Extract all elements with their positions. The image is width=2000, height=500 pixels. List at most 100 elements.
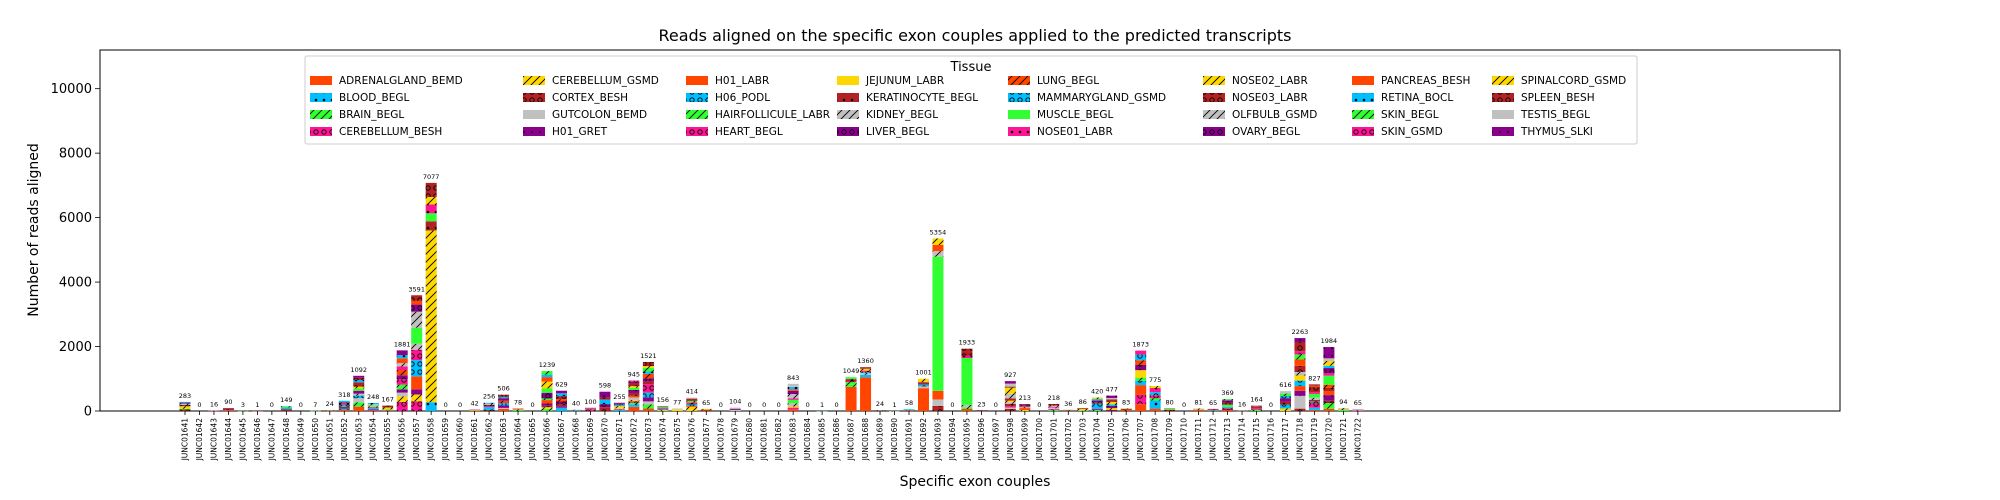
legend-swatch	[837, 93, 859, 102]
x-tick-label: JUNC01698	[1006, 418, 1015, 462]
legend-label: CEREBELLUM_BESH	[339, 126, 442, 138]
bar-segment	[642, 404, 654, 409]
bar-stack	[411, 295, 423, 411]
bar-segment	[280, 409, 292, 411]
bar-segment	[1308, 392, 1320, 394]
x-tick-label: JUNC01672	[629, 418, 638, 462]
x-tick-label: JUNC01703	[1078, 418, 1087, 462]
bar-segment	[353, 402, 365, 407]
bar-segment	[599, 391, 611, 398]
x-tick-label: JUNC01660	[456, 418, 465, 462]
bar-segment	[1222, 407, 1234, 409]
bar-segment	[961, 357, 973, 405]
bar-segment	[179, 402, 191, 404]
bar-total-label: 80	[1165, 398, 1173, 406]
bar-stack	[1323, 347, 1335, 411]
bar-segment	[367, 403, 379, 405]
bar-segment	[686, 406, 698, 411]
bar-segment	[642, 401, 654, 405]
bar-segment	[411, 389, 423, 395]
x-tick-label: JUNC01697	[991, 418, 1000, 462]
legend-label: SKIN_GSMD	[1381, 126, 1443, 138]
y-tick-label: 0	[84, 405, 92, 420]
bar-stack	[179, 401, 191, 411]
bar-stack	[845, 377, 857, 411]
bar-segment	[932, 244, 944, 252]
bar-segment	[1164, 409, 1176, 411]
bar-segment	[1207, 410, 1219, 411]
bar-segment	[1019, 407, 1031, 409]
legend-item: MAMMARYGLAND_GSMD	[1008, 92, 1166, 104]
bar-segment	[860, 374, 872, 378]
bar-segment	[179, 406, 191, 409]
bar-segment	[1323, 373, 1335, 376]
bar-segment	[1135, 370, 1147, 378]
x-tick-label: JUNC01644	[224, 418, 233, 462]
bar-segment	[555, 390, 567, 394]
bar-total-label: 24	[326, 400, 334, 408]
legend-box	[304, 55, 1638, 145]
bar-total-label: 36	[1064, 400, 1072, 408]
bar-stack	[599, 391, 611, 411]
legend-title: Tissue	[950, 60, 992, 75]
x-tick-label: JUNC01675	[673, 418, 682, 462]
bar-segment	[1019, 404, 1031, 406]
bar-total-label: 7	[313, 401, 317, 409]
bar-total-label: 1	[892, 401, 896, 409]
legend-label: KIDNEY_BEGL	[866, 109, 938, 121]
bar-segment	[1222, 399, 1234, 401]
bar-segment	[1048, 410, 1060, 411]
legend-label: PANCREAS_BESH	[1381, 75, 1470, 87]
bar-segment	[642, 381, 654, 385]
bar-segment	[642, 408, 654, 411]
bar-total-label: 149	[280, 396, 292, 404]
bar-stack	[1106, 395, 1118, 411]
bar-segment	[729, 409, 741, 411]
bar-segment	[686, 400, 698, 403]
bar-stack	[628, 380, 640, 411]
bar-segment	[1308, 402, 1320, 404]
bar-stack	[222, 408, 234, 411]
legend-item: HAIRFOLLICULE_LABR	[686, 109, 830, 121]
bar-segment	[411, 327, 423, 344]
x-tick-label: JUNC01685	[818, 418, 827, 462]
bar-total-label: 0	[530, 401, 534, 409]
legend-item: HEART_BEGL	[686, 126, 783, 138]
bar-segment	[1106, 408, 1118, 410]
bar-segment	[498, 405, 510, 408]
bar-stack	[353, 375, 365, 411]
bar-segment	[903, 410, 915, 411]
bar-segment	[541, 371, 553, 375]
legend-item: SKIN_GSMD	[1352, 126, 1443, 138]
bar-segment	[1106, 399, 1118, 402]
legend-label: H06_PODL	[715, 92, 770, 104]
bar-segment	[1294, 386, 1306, 391]
bar-segment	[628, 386, 640, 388]
bar-segment	[787, 383, 799, 387]
legend-swatch	[1492, 76, 1514, 85]
legend-item: SKIN_BEGL	[1352, 109, 1439, 121]
x-tick-label: JUNC01701	[1049, 418, 1058, 462]
bar-segment	[932, 399, 944, 406]
bar-total-label: 414	[686, 388, 698, 396]
bar-segment	[338, 406, 350, 409]
bar-segment	[1323, 375, 1335, 385]
legend-label: GUTCOLON_BEMD	[552, 109, 647, 121]
bar-segment	[642, 392, 654, 398]
x-tick-label: JUNC01720	[1324, 418, 1333, 462]
legend-swatch	[837, 76, 859, 85]
x-tick-label: JUNC01710	[1180, 418, 1189, 462]
x-tick-label: JUNC01666	[543, 418, 552, 462]
bar-segment	[657, 410, 669, 411]
x-tick-label: JUNC01687	[847, 418, 856, 462]
bar-segment	[1251, 407, 1263, 409]
bar-segment	[498, 403, 510, 406]
x-tick-label: JUNC01695	[962, 418, 971, 462]
bar-segment	[1004, 400, 1016, 403]
bar-segment	[1135, 364, 1147, 371]
bar-segment	[1135, 380, 1147, 386]
legend-item: CEREBELLUM_BESH	[310, 126, 442, 138]
bar-segment	[686, 398, 698, 401]
bar-segment	[498, 407, 510, 409]
bar-total-label: 506	[497, 385, 509, 393]
